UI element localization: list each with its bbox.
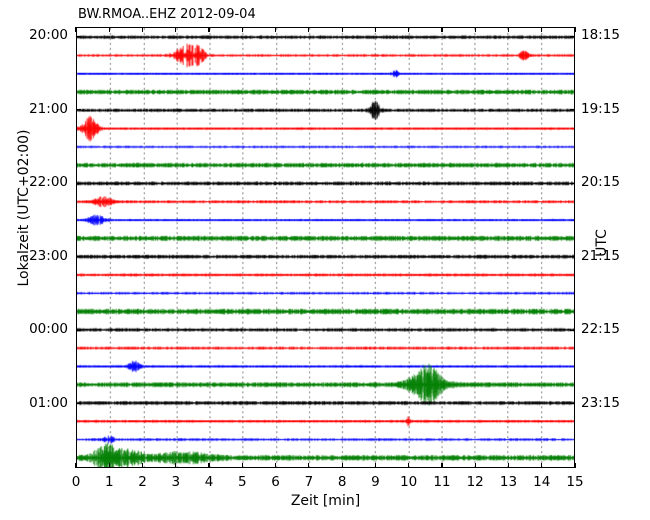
x-axis-tick-mark: [507, 463, 510, 468]
y-axis-right-tick-mark: [570, 256, 575, 258]
x-axis-tick-mark-top: [441, 27, 443, 32]
x-axis-tick-mark-top: [507, 27, 510, 32]
x-axis-tick-label: 2: [138, 474, 147, 490]
x-axis-tick-mark: [574, 463, 576, 468]
y-axis-left-tick-label: 01:00: [29, 394, 68, 411]
y-axis-right-tick-label: 22:15: [581, 321, 620, 338]
x-axis-tick-mark-top: [275, 27, 277, 32]
x-axis-tick-mark-top: [341, 27, 343, 32]
x-axis-tick-label: 9: [371, 474, 380, 490]
y-axis-right-tick-mark: [570, 109, 575, 111]
x-axis-tick-mark: [341, 463, 343, 468]
x-axis-tick-label: 0: [71, 474, 81, 490]
y-axis-left-tick-label: 22:00: [29, 174, 68, 191]
y-axis-left-tick-mark: [76, 403, 81, 405]
x-axis-tick-mark: [308, 463, 310, 468]
x-axis-tick-label: 5: [238, 474, 247, 490]
y-axis-right-tick-label: 20:15: [581, 174, 620, 191]
x-axis-tick-mark-top: [108, 27, 110, 32]
x-axis-tick-mark: [141, 463, 144, 468]
x-axis-tick-label: 6: [271, 474, 280, 490]
x-axis-tick-label: 8: [337, 474, 347, 490]
x-axis-tick-mark-top: [408, 27, 410, 32]
x-axis-tick-label: 3: [171, 474, 181, 490]
y-axis-left-tick-label: 20:00: [29, 27, 68, 44]
x-axis-tick-mark: [175, 463, 177, 468]
y-axis-left-tick-label: 23:00: [29, 247, 68, 264]
x-axis-tick-mark: [408, 463, 410, 468]
y-axis-left-tick-label: 00:00: [29, 321, 68, 338]
y-axis-right-tick-label: 19:15: [581, 100, 620, 117]
plot-area: [76, 27, 575, 468]
x-axis-tick-mark-top: [75, 27, 77, 32]
y-axis-left-tick-mark: [76, 256, 81, 258]
x-axis-tick-mark: [108, 463, 110, 468]
x-axis-tick-mark-top: [208, 27, 210, 32]
y-axis-left-label: Lokalzeit (UTC+02:00): [16, 129, 32, 287]
y-axis-left-tick-label: 21:00: [29, 100, 68, 117]
x-axis-tick-label: 15: [566, 474, 584, 490]
x-axis-tick-mark: [241, 463, 243, 468]
y-axis-right-tick-label: 18:15: [581, 27, 620, 44]
x-axis-tick-mark-top: [175, 27, 177, 32]
x-axis-tick-mark: [441, 463, 443, 468]
x-axis-tick-mark-top: [574, 27, 576, 32]
x-axis-tick-label: 7: [304, 474, 314, 490]
y-axis-left-tick-mark: [76, 182, 81, 184]
x-axis-tick-mark-top: [241, 27, 243, 32]
x-axis-tick-label: 12: [466, 474, 484, 490]
x-axis-tick-label: 11: [433, 474, 451, 490]
y-axis-right-tick-mark: [570, 329, 575, 331]
y-axis-left-tick-mark: [76, 329, 81, 331]
x-axis-tick-mark-top: [541, 27, 543, 32]
x-axis-tick-mark: [541, 463, 543, 468]
seismogram-traces: [77, 28, 574, 467]
x-axis-tick-label: 14: [533, 474, 551, 490]
x-axis-tick-mark: [275, 463, 277, 468]
y-axis-right-tick-mark: [570, 35, 575, 37]
x-axis-tick-mark: [75, 463, 77, 468]
y-axis-left-tick-mark: [76, 35, 81, 37]
x-axis-tick-mark-top: [308, 27, 310, 32]
x-axis-label: Zeit [min]: [290, 493, 361, 509]
x-axis-tick-mark-top: [474, 27, 476, 32]
x-axis-tick-label: 13: [499, 474, 518, 490]
plot-title: BW.RMOA..EHZ 2012-09-04: [78, 7, 256, 22]
x-axis-tick-label: 4: [204, 474, 214, 490]
x-axis-tick-label: 10: [400, 474, 418, 490]
x-axis-tick-mark-top: [374, 27, 376, 32]
x-axis-tick-mark-top: [141, 27, 144, 32]
y-axis-left-tick-mark: [76, 109, 81, 111]
y-axis-right-label: UTC: [594, 229, 610, 257]
y-axis-right-tick-label: 21:15: [581, 247, 620, 264]
x-axis-tick-mark: [374, 463, 376, 468]
y-axis-right-tick-label: 23:15: [581, 394, 620, 411]
y-axis-right-tick-mark: [570, 403, 575, 405]
x-axis-tick-mark: [208, 463, 210, 468]
y-axis-right-tick-mark: [570, 182, 575, 184]
x-axis-tick-label: 1: [104, 474, 114, 490]
x-axis-tick-mark: [474, 463, 476, 468]
